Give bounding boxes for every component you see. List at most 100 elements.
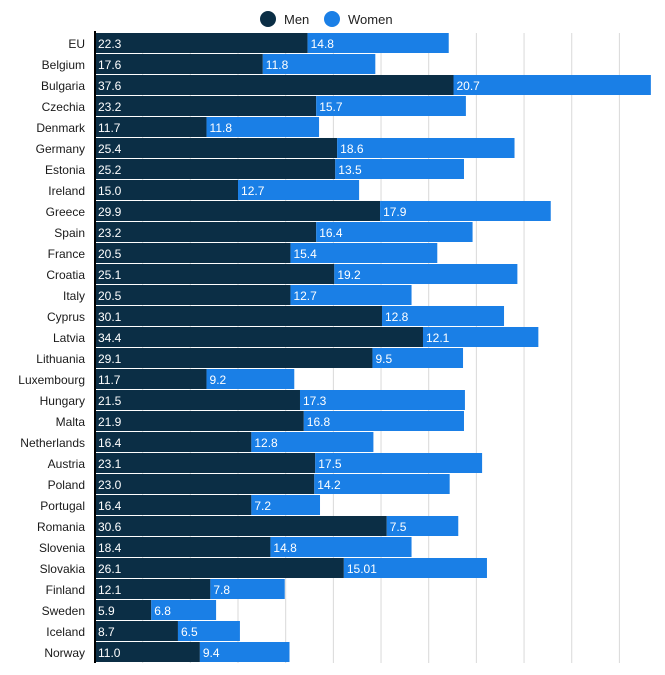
- legend-marker-men: [260, 11, 276, 27]
- bars: 22.3 14.8 17.6 11.8 37.6 20.7 23.2 15.7 11.7 11.8…: [95, 33, 651, 662]
- category-label: Belgium: [42, 58, 85, 72]
- data-label-women: 13.5: [338, 163, 362, 177]
- bar-women: [290, 243, 438, 263]
- data-label-men: 25.2: [98, 163, 122, 177]
- data-label-men: 15.0: [98, 184, 122, 198]
- data-label-women: 9.2: [210, 373, 227, 387]
- bar-women: [238, 180, 360, 200]
- bar-women: [380, 201, 551, 221]
- data-label-women: 6.5: [181, 625, 198, 639]
- category-label: Denmark: [36, 121, 86, 135]
- bar-women: [270, 537, 412, 557]
- data-label-women: 17.5: [318, 457, 342, 471]
- bar-men: [95, 390, 300, 410]
- data-label-women: 9.4: [203, 646, 220, 660]
- category-label: Italy: [63, 289, 85, 303]
- data-label-men: 20.5: [98, 289, 122, 303]
- category-label: Slovenia: [39, 541, 85, 555]
- bar-men: [95, 327, 423, 347]
- data-label-men: 20.5: [98, 247, 122, 261]
- data-label-women: 16.8: [307, 415, 331, 429]
- category-label: Poland: [48, 478, 85, 492]
- category-label: Netherlands: [20, 436, 85, 450]
- data-label-women: 7.5: [390, 520, 407, 534]
- data-label-men: 29.9: [98, 205, 122, 219]
- bar-women: [335, 159, 464, 179]
- data-label-men: 12.1: [98, 583, 122, 597]
- bar-men: [95, 642, 200, 662]
- category-label: Croatia: [46, 268, 85, 282]
- bar-men: [95, 75, 454, 95]
- data-label-men: 23.2: [98, 100, 122, 114]
- data-label-men: 8.7: [98, 625, 115, 639]
- bar-men: [95, 558, 344, 578]
- bar-men: [95, 474, 315, 494]
- bar-women: [316, 222, 473, 242]
- data-label-men: 23.0: [98, 478, 122, 492]
- bar-men: [95, 516, 387, 536]
- bar-men: [95, 453, 316, 473]
- category-label: Norway: [44, 646, 85, 660]
- bar-women: [334, 264, 518, 284]
- bar-men: [95, 54, 263, 74]
- data-label-women: 9.5: [375, 352, 392, 366]
- category-label: Portugal: [40, 499, 85, 513]
- category-label: Finland: [46, 583, 85, 597]
- bar-women: [315, 453, 483, 473]
- bar-men: [95, 621, 178, 641]
- data-label-men: 29.1: [98, 352, 122, 366]
- bar-men: [95, 180, 239, 200]
- bar-women: [316, 96, 466, 116]
- data-label-men: 34.4: [98, 331, 122, 345]
- bar-men: [95, 537, 271, 557]
- data-label-women: 12.7: [241, 184, 265, 198]
- data-label-men: 22.3: [98, 37, 122, 51]
- category-label: Malta: [56, 415, 86, 429]
- data-label-men: 5.9: [98, 604, 115, 618]
- bar-women: [262, 54, 376, 74]
- data-label-men: 21.9: [98, 415, 122, 429]
- data-label-men: 25.1: [98, 268, 122, 282]
- bar-men: [95, 264, 335, 284]
- bar-women: [343, 558, 487, 578]
- data-label-women: 16.4: [319, 226, 343, 240]
- data-label-women: 11.8: [266, 58, 289, 72]
- category-label: Hungary: [40, 394, 85, 408]
- legend-marker-women: [324, 11, 340, 27]
- bar-men: [95, 348, 373, 368]
- category-label: Lithuania: [36, 352, 85, 366]
- category-label: Germany: [36, 142, 85, 156]
- data-label-men: 23.2: [98, 226, 122, 240]
- data-label-women: 12.1: [426, 331, 450, 345]
- data-label-women: 17.3: [303, 394, 327, 408]
- data-label-women: 14.2: [317, 478, 341, 492]
- bar-men: [95, 117, 207, 137]
- bar-women: [290, 285, 412, 305]
- data-label-men: 26.1: [98, 562, 122, 576]
- bar-men: [95, 138, 338, 158]
- data-label-men: 16.4: [98, 436, 122, 450]
- bar-women: [307, 33, 449, 53]
- data-label-men: 23.1: [98, 457, 122, 471]
- data-label-women: 12.8: [254, 436, 278, 450]
- bar-men: [95, 306, 382, 326]
- data-label-women: 17.9: [383, 205, 407, 219]
- bar-men: [95, 33, 308, 53]
- data-label-men: 18.4: [98, 541, 122, 555]
- category-label: EU: [68, 37, 85, 51]
- data-label-women: 18.6: [340, 142, 364, 156]
- bar-women: [381, 306, 505, 326]
- bar-men: [95, 579, 211, 599]
- bar-women: [206, 117, 320, 137]
- bar-women: [303, 411, 464, 431]
- data-label-men: 37.6: [98, 79, 122, 93]
- bar-men: [95, 369, 207, 389]
- bar-women: [177, 621, 240, 641]
- data-label-men: 17.6: [98, 58, 122, 72]
- data-label-men: 30.1: [98, 310, 122, 324]
- data-label-men: 11.0: [98, 646, 121, 660]
- category-label: Latvia: [53, 331, 85, 345]
- legend-label-women: Women: [348, 12, 393, 27]
- bar-women: [372, 348, 464, 368]
